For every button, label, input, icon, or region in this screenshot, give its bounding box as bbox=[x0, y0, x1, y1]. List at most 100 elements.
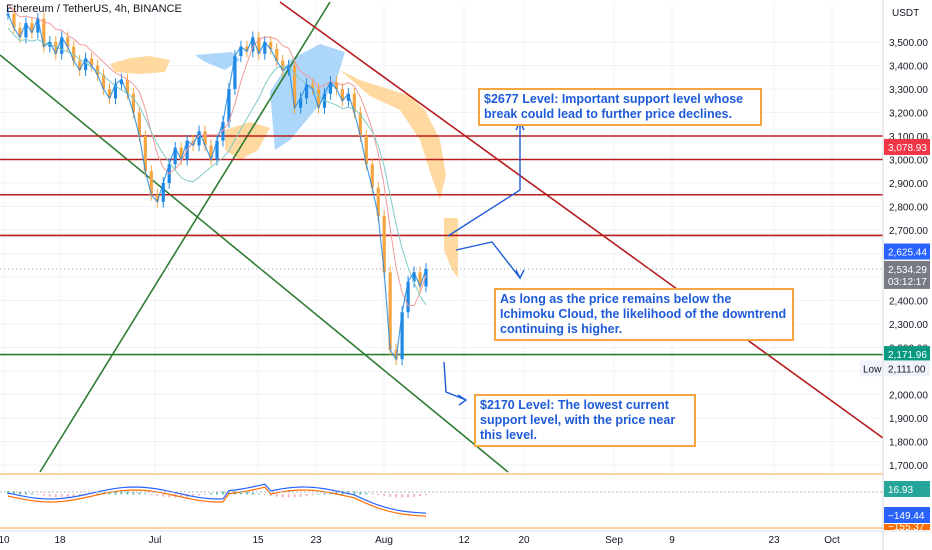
oscillator-slow-line bbox=[7, 486, 427, 517]
histogram-bar bbox=[311, 494, 314, 496]
histogram-bar bbox=[126, 491, 129, 495]
osc-tag-fast-bg bbox=[884, 481, 930, 497]
histogram-bar bbox=[275, 494, 278, 497]
candle-body bbox=[215, 140, 219, 160]
histogram-bar bbox=[204, 493, 207, 495]
histogram-bar bbox=[269, 494, 272, 497]
cloud-area bbox=[340, 70, 446, 200]
histogram-bar bbox=[216, 492, 218, 495]
price-tag-2111: 2,111.00 bbox=[888, 364, 926, 375]
time-axis: 10 18 Jul 15 23 Aug 12 20 Sep 9 23 Oct bbox=[0, 530, 932, 546]
x-tick-label: Aug bbox=[375, 535, 393, 546]
y-tick-label: 2,400.00 bbox=[889, 297, 928, 308]
price-axis: 3,500.00 3,400.00 3,300.00 3,200.00 3,100.00… bbox=[860, 0, 930, 550]
x-tick-label: 9 bbox=[669, 535, 675, 546]
candles bbox=[6, 4, 428, 366]
candle-body bbox=[101, 74, 106, 89]
candle-body bbox=[346, 93, 350, 101]
y-tick-label: 3,400.00 bbox=[889, 62, 928, 73]
ma-line bbox=[7, 4, 427, 307]
annotation-2170-support[interactable]: $2170 Level: The lowest current support … bbox=[474, 394, 696, 447]
y-tick-label: 3,300.00 bbox=[889, 85, 928, 96]
candle-body bbox=[370, 164, 374, 188]
x-tick-label: 20 bbox=[518, 535, 530, 546]
histogram-bar bbox=[120, 491, 123, 495]
candle-body bbox=[18, 27, 22, 38]
osc-tag-value-bg bbox=[884, 507, 930, 523]
candle-body bbox=[418, 272, 422, 287]
ichimoku-cloud bbox=[110, 44, 458, 278]
histogram-bar bbox=[138, 492, 141, 495]
y-tick-label: 3,100.00 bbox=[889, 132, 928, 143]
candle-body bbox=[107, 89, 112, 99]
annotation-arrow bbox=[455, 241, 521, 279]
histogram-bar bbox=[383, 494, 386, 497]
candle-body bbox=[149, 171, 153, 195]
candle-body bbox=[239, 46, 243, 57]
arrow-head bbox=[457, 394, 468, 406]
histogram-bar bbox=[413, 494, 416, 497]
countdown-label: 03:12:17 bbox=[888, 277, 927, 288]
histogram-bar bbox=[257, 493, 260, 495]
candle-body bbox=[310, 84, 315, 89]
histogram-bar bbox=[359, 491, 362, 495]
x-tick-label: 23 bbox=[310, 535, 322, 546]
y-tick-label: 1,700.00 bbox=[889, 461, 928, 472]
histogram-bar bbox=[227, 491, 230, 495]
histogram-bar bbox=[347, 491, 350, 495]
histogram-bar bbox=[132, 491, 135, 495]
oscillator-panel bbox=[0, 473, 883, 529]
candle-body bbox=[125, 79, 130, 94]
candle-body bbox=[131, 93, 135, 113]
y-tick-label: 3,200.00 bbox=[889, 109, 928, 120]
annotation-arrow bbox=[447, 122, 521, 237]
histogram-bar bbox=[239, 491, 242, 495]
candle-body bbox=[36, 18, 40, 33]
histogram-bar bbox=[377, 494, 380, 496]
histogram-bar bbox=[144, 493, 147, 495]
histogram-bar bbox=[419, 494, 422, 497]
candle-body bbox=[197, 131, 201, 146]
candle-body bbox=[364, 136, 368, 165]
x-tick-label: 12 bbox=[458, 535, 470, 546]
oscillator-fast-line bbox=[7, 483, 427, 514]
y-tick-label: 2,300.00 bbox=[889, 320, 928, 331]
horizontal-levels bbox=[0, 135, 883, 356]
candle-body bbox=[352, 93, 356, 113]
price-tag-2111-bg bbox=[884, 360, 930, 377]
x-tick-label: 10 bbox=[0, 535, 10, 546]
price-tag-2171-bg bbox=[884, 346, 930, 363]
histogram-bar bbox=[114, 491, 117, 495]
annotation-ichimoku-cloud[interactable]: As long as the price remains below the I… bbox=[494, 288, 794, 341]
candle-body bbox=[66, 37, 70, 47]
x-tick-label: Oct bbox=[824, 535, 840, 546]
cloud-area bbox=[195, 52, 240, 70]
trend-lines bbox=[0, 1, 884, 473]
candle-body bbox=[155, 194, 159, 202]
current-price-label: 2,534.29 bbox=[888, 265, 927, 276]
annotation-2677-support[interactable]: $2677 Level: Important support level who… bbox=[478, 88, 762, 126]
x-tick-label: 15 bbox=[252, 535, 264, 546]
histogram-bar bbox=[210, 493, 213, 495]
cloud-area bbox=[225, 122, 270, 160]
histogram-bar bbox=[317, 493, 320, 495]
histogram-bar bbox=[365, 492, 368, 495]
candle-body bbox=[388, 272, 392, 350]
histogram-bar bbox=[293, 494, 296, 498]
histogram-bar bbox=[198, 494, 201, 496]
candle-body bbox=[161, 183, 165, 202]
ma-line-2 bbox=[7, 27, 427, 306]
candle-body bbox=[269, 42, 273, 50]
candle-body bbox=[179, 147, 183, 160]
histogram-bar bbox=[395, 494, 398, 498]
histogram-bar bbox=[353, 491, 356, 495]
histogram-bar bbox=[30, 493, 33, 495]
candle-body bbox=[304, 84, 309, 99]
candle-body bbox=[60, 37, 64, 54]
y-tick-label: 1,800.00 bbox=[889, 438, 928, 449]
histogram-bar bbox=[42, 494, 45, 496]
y-tick-label: 2,700.00 bbox=[889, 226, 928, 237]
y-tick-label: 2,900.00 bbox=[889, 179, 928, 190]
histogram-bar bbox=[251, 492, 254, 495]
